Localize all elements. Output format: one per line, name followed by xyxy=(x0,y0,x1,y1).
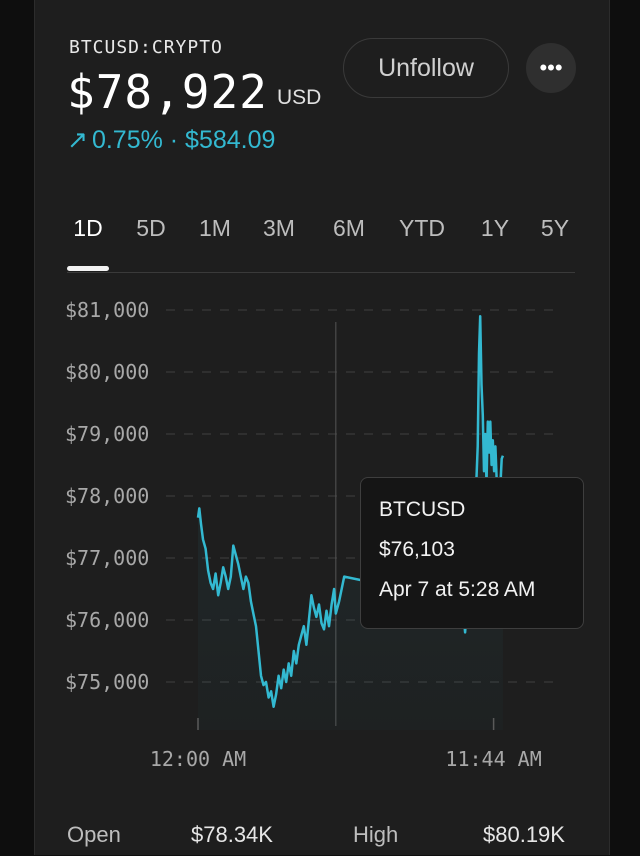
price-line xyxy=(196,314,505,709)
tab-3m[interactable]: 3M xyxy=(263,215,295,241)
stats-row: Open $78.34K High $80.19K xyxy=(67,822,575,856)
currency-label: USD xyxy=(277,86,322,109)
trend-up-icon: ↗ xyxy=(67,126,88,154)
unfollow-button[interactable]: Unfollow xyxy=(343,38,509,98)
y-axis-labels: $81,000 $80,000 $79,000 $78,000 $77,000 $76,0… xyxy=(65,298,149,694)
tab-5d[interactable]: 5D xyxy=(136,215,166,241)
tab-6m[interactable]: 6M xyxy=(333,215,365,241)
tab-1y[interactable]: 1Y xyxy=(480,215,510,241)
tooltip-price: $76,103 xyxy=(379,538,455,561)
tooltip-time: Apr 7 at 5:28 AM xyxy=(379,578,536,601)
y-tick-label: $80,000 xyxy=(65,360,149,384)
y-tick-label: $76,000 xyxy=(65,608,149,632)
tooltip-symbol: BTCUSD xyxy=(379,498,466,521)
more-icon: ••• xyxy=(539,55,563,80)
more-options-button[interactable]: ••• xyxy=(526,43,576,93)
open-label: Open xyxy=(67,822,121,847)
high-label: High xyxy=(353,822,399,847)
tab-ytd[interactable]: YTD xyxy=(399,215,445,241)
open-value: $78.34K xyxy=(191,822,273,847)
active-tab-indicator xyxy=(67,266,109,271)
high-value: $80.19K xyxy=(483,822,565,847)
price-change: ↗ 0.75% · $584.09 xyxy=(67,125,275,155)
stock-card: BTCUSD:CRYPTO $78,922 USD ↗ 0.75% · $584.… xyxy=(34,0,610,855)
x-tick-label: 12:00 AM xyxy=(150,747,246,771)
y-tick-label: $79,000 xyxy=(65,422,149,446)
price-change-value: 0.75% · $584.09 xyxy=(91,126,276,154)
tab-1m[interactable]: 1M xyxy=(199,215,231,241)
y-tick-label: $75,000 xyxy=(65,670,149,694)
x-axis: 12:00 AM 11:44 AM xyxy=(150,718,542,771)
price-chart[interactable]: $81,000 $80,000 $79,000 $78,000 $77,000 $76,0… xyxy=(35,0,609,855)
tab-1d[interactable]: 1D xyxy=(73,215,103,241)
y-tick-label: $81,000 xyxy=(65,298,149,322)
ticker-symbol: BTCUSD:CRYPTO xyxy=(69,37,223,58)
y-tick-label: $78,000 xyxy=(65,484,149,508)
x-tick-label: 11:44 AM xyxy=(445,747,541,771)
time-range-tabs: 1D 5D 1M 3M 6M YTD 1Y 5Y xyxy=(67,215,575,273)
chart-tooltip: BTCUSD $76,103 Apr 7 at 5:28 AM xyxy=(360,477,584,629)
tab-5y[interactable]: 5Y xyxy=(540,215,570,241)
tabs-divider xyxy=(67,272,575,273)
y-tick-label: $77,000 xyxy=(65,546,149,570)
current-price: $78,922 xyxy=(67,65,268,119)
